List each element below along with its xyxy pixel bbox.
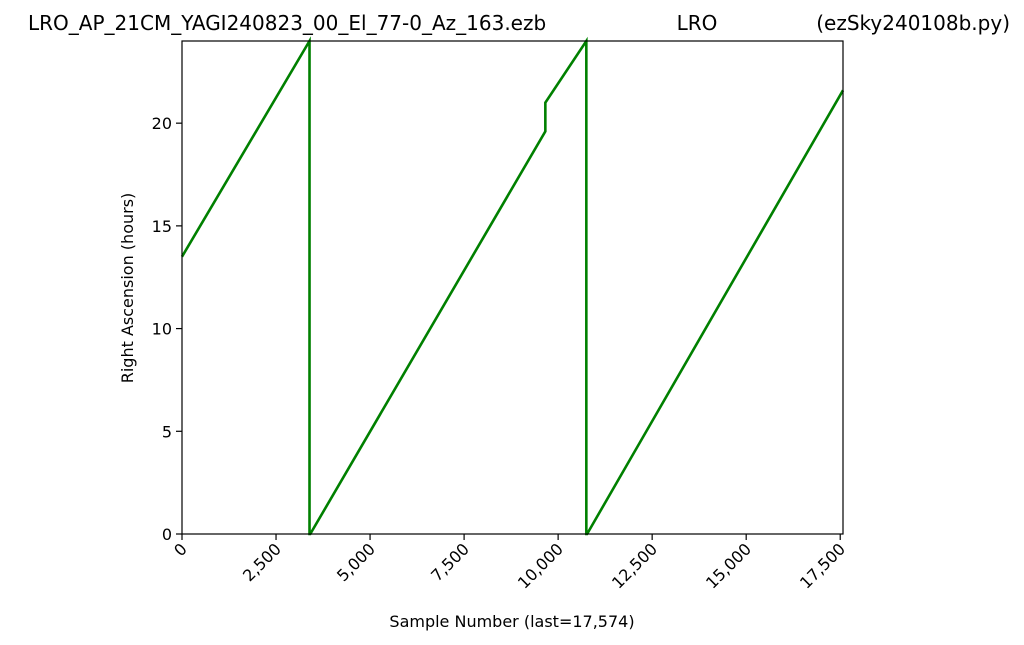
y-tick-label: 10: [152, 320, 172, 339]
x-tick-label: 15,000: [702, 539, 755, 592]
x-axis-label: Sample Number (last=17,574): [389, 612, 634, 631]
series-line-0: [180, 36, 845, 536]
y-axis: 0 5 10 15 20: [152, 114, 182, 544]
x-axis: 0 2,500 5,000 7,500 10,000 12,500 15,000 17,500: [170, 534, 849, 592]
x-tick-label: 5,000: [333, 539, 379, 585]
plot-frame: [181, 40, 844, 535]
x-tick-label: 2,500: [239, 539, 285, 585]
chart-title-right: (ezSky240108b.py): [816, 11, 1010, 35]
y-tick-label: 15: [152, 217, 172, 236]
y-tick-label: 0: [162, 525, 172, 544]
y-tick-label: 20: [152, 114, 172, 133]
x-tick-label: 17,500: [796, 539, 849, 592]
y-tick-label: 5: [162, 422, 172, 441]
x-tick-label: 12,500: [608, 539, 661, 592]
y-axis-label: Right Ascension (hours): [118, 193, 137, 384]
plot-area: [180, 36, 845, 536]
chart-title-left: LRO_AP_21CM_YAGI240823_00_El_77-0_Az_163…: [28, 11, 546, 35]
x-tick-label: 0: [170, 539, 191, 560]
chart-title-center: LRO: [677, 11, 718, 35]
x-tick-label: 10,000: [514, 539, 567, 592]
x-tick-label: 7,500: [427, 539, 473, 585]
